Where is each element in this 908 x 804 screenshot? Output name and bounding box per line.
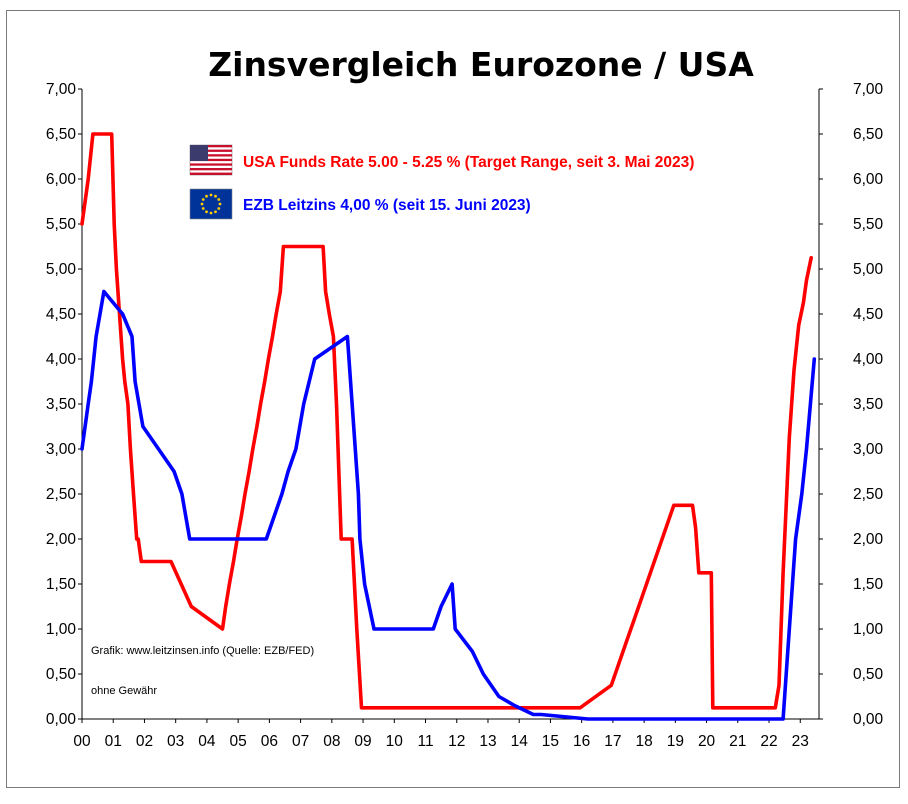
eu-star (209, 211, 213, 215)
x-tick-label: 12 (448, 733, 465, 750)
y-tick-label-left: 6,50 (46, 126, 77, 143)
y-tick-label-right: 3,00 (853, 441, 884, 458)
eu-star (201, 198, 205, 201)
x-tick-label: 21 (729, 733, 746, 750)
eu-star (214, 210, 217, 214)
y-tick-label-left: 1,00 (46, 621, 77, 638)
y-tick-label-right: 0,50 (853, 666, 884, 683)
legend-label-usa: USA Funds Rate 5.00 - 5.25 % (Target Ran… (243, 154, 694, 171)
y-tick-label-left: 3,00 (46, 441, 77, 458)
y-tick-label-right: 7,00 (853, 81, 884, 98)
x-tick-label: 17 (604, 733, 621, 750)
x-tick-label: 16 (573, 733, 590, 750)
series-layer (80, 132, 817, 721)
y-tick-label-left: 4,00 (46, 351, 77, 368)
x-tick-label: 19 (667, 733, 684, 750)
y-tick-label-left: 0,50 (46, 666, 77, 683)
eu-star (214, 194, 217, 198)
y-tick-label-left: 3,50 (46, 396, 77, 413)
y-tick-label-left: 5,50 (46, 216, 77, 233)
y-tick-label-left: 5,00 (46, 261, 77, 278)
y-tick-label-left: 0,00 (46, 711, 77, 728)
y-tick-label-right: 1,00 (853, 621, 884, 638)
y-tick-label-right: 6,50 (853, 126, 884, 143)
x-tick-label: 03 (167, 733, 184, 750)
x-tick-label: 00 (73, 733, 91, 750)
y-tick-label-left: 1,50 (46, 576, 77, 593)
y-tick-label-right: 2,50 (853, 486, 884, 503)
eu-star (217, 198, 221, 201)
x-tick-label: 01 (105, 733, 122, 750)
source-note: Grafik: www.leitzinsen.info (Quelle: EZB… (91, 645, 314, 657)
x-tick-label: 06 (261, 733, 278, 750)
eu-star (205, 210, 208, 214)
x-tick-label: 04 (198, 733, 216, 750)
y-tick-label-right: 5,00 (853, 261, 884, 278)
disclaimer-note: ohne Gewähr (91, 685, 157, 697)
x-tick-label: 22 (760, 733, 777, 750)
y-tick-label-left: 4,50 (46, 306, 77, 323)
eu-star (217, 207, 221, 210)
x-tick-label: 02 (136, 733, 153, 750)
y-tick-label-right: 6,00 (853, 171, 884, 188)
x-tick-label: 07 (292, 733, 309, 750)
eu-star (200, 202, 204, 206)
us-flag-icon (189, 144, 233, 176)
chart-svg: Zinsvergleich Eurozone / USA 0,00 0,50 1,0… (46, 45, 884, 750)
y-ticks-left: 0,00 0,50 1,00 1,50 2,00 2,50 3,00 3,50 4,00 4,50… (46, 81, 82, 728)
series-line-usa (80, 132, 814, 710)
y-tick-label-right: 1,50 (853, 576, 884, 593)
x-tick-label: 11 (417, 733, 433, 750)
x-tick-label: 15 (542, 733, 559, 750)
x-tick-label: 05 (230, 733, 247, 750)
y-tick-label-right: 4,50 (853, 306, 884, 323)
y-tick-label-right: 5,50 (853, 216, 884, 233)
x-tick-label: 08 (323, 733, 340, 750)
eu-star (209, 193, 213, 197)
chart-title: Zinsvergleich Eurozone / USA (208, 45, 754, 84)
eu-flag-icon (189, 188, 233, 220)
x-tick-label: 13 (479, 733, 496, 750)
y-tick-label-left: 2,00 (46, 531, 77, 548)
y-tick-label-right: 4,00 (853, 351, 884, 368)
x-tick-label: 18 (635, 733, 652, 750)
eu-star (205, 194, 208, 198)
chart-frame: Zinsvergleich Eurozone / USA 0,00 0,50 1,0… (6, 10, 900, 788)
y-tick-label-left: 7,00 (46, 81, 77, 98)
y-tick-label-left: 6,00 (46, 171, 77, 188)
y-tick-label-right: 3,50 (853, 396, 884, 413)
x-tick-label: 14 (511, 733, 529, 750)
y-tick-label-right: 0,00 (853, 711, 884, 728)
series-line-ezb (80, 289, 817, 721)
x-tick-label: 20 (698, 733, 716, 750)
x-tick-label: 23 (792, 733, 809, 750)
y-tick-label-right: 2,00 (853, 531, 884, 548)
y-tick-label-left: 2,50 (46, 486, 77, 503)
x-tick-label: 09 (354, 733, 371, 750)
x-tick-label: 10 (386, 733, 404, 750)
legend-label-ezb: EZB Leitzins 4,00 % (seit 15. Juni 2023) (243, 197, 531, 214)
legend: USA Funds Rate 5.00 - 5.25 % (Target Ran… (189, 144, 694, 220)
eu-star (201, 207, 205, 210)
x-ticks: 00 01 02 03 04 05 06 07 08 09 10 11 12 13 14 15 16 17 18 19… (73, 719, 809, 750)
eu-star (218, 202, 222, 206)
y-ticks-right: 0,00 0,50 1,00 1,50 2,00 2,50 3,00 3,50 4,00 4,50… (819, 81, 884, 728)
